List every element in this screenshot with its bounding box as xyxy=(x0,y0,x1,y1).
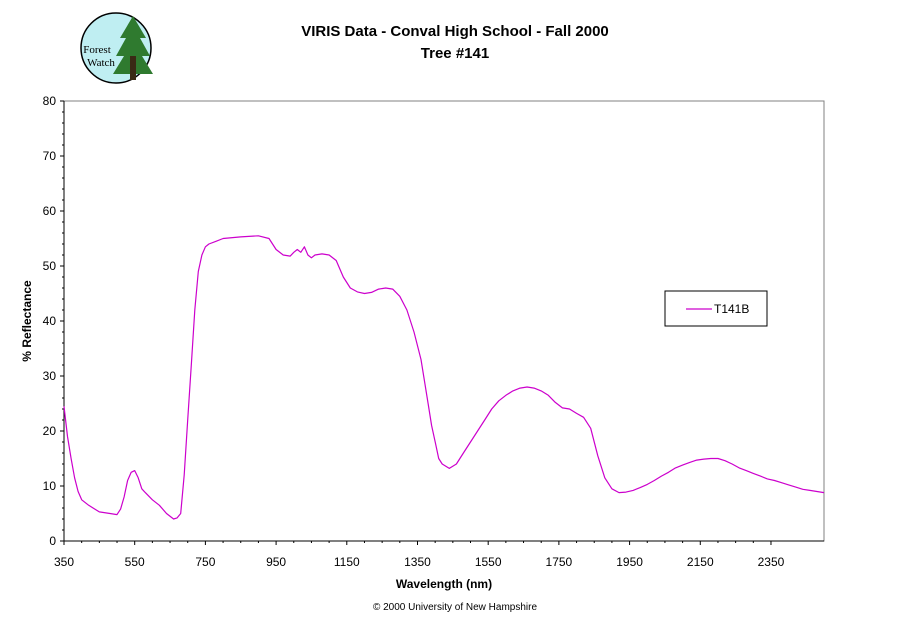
x-axis-ticks: 350 550 750 950 1150 1350 1550 1750 1950 2150 2350 xyxy=(54,541,785,569)
logo-text-watch: Watch xyxy=(87,57,115,69)
legend-label-t141b: T141B xyxy=(714,302,749,316)
x-tick-label: 350 xyxy=(54,555,74,569)
y-tick-label: 30 xyxy=(43,369,57,383)
logo-text-forest: Forest xyxy=(83,44,111,56)
y-tick-label: 80 xyxy=(43,94,57,108)
y-tick-label: 50 xyxy=(43,259,57,273)
legend: T141B xyxy=(664,290,768,327)
y-tick-label: 60 xyxy=(43,204,57,218)
legend-box xyxy=(664,290,768,327)
y-tick-label: 10 xyxy=(43,479,57,493)
x-tick-label: 1350 xyxy=(404,555,431,569)
x-tick-label: 2350 xyxy=(758,555,785,569)
x-tick-label: 950 xyxy=(266,555,286,569)
chart-title: VIRIS Data - Conval High School - Fall 2… xyxy=(301,23,609,40)
x-tick-label: 1750 xyxy=(546,555,573,569)
y-axis-ticks: 0 10 20 30 40 50 60 70 80 xyxy=(43,94,64,548)
series-line-t141b xyxy=(63,235,825,520)
y-tick-label: 70 xyxy=(43,149,57,163)
x-tick-label: 1950 xyxy=(616,555,643,569)
pine-tree-icon xyxy=(113,16,153,80)
y-tick-label: 20 xyxy=(43,424,57,438)
x-tick-label: 1550 xyxy=(475,555,502,569)
y-axis-title: % Reflectance xyxy=(20,280,34,362)
y-tick-label: 0 xyxy=(49,534,56,548)
x-tick-label: 550 xyxy=(125,555,145,569)
chart-subtitle: Tree #141 xyxy=(421,45,489,62)
y-tick-label: 40 xyxy=(43,314,57,328)
series-layer xyxy=(63,235,825,520)
x-axis-title: Wavelength (nm) xyxy=(396,577,492,591)
x-tick-label: 2150 xyxy=(687,555,714,569)
forest-watch-logo: Forest Watch xyxy=(80,12,153,84)
x-tick-label: 1150 xyxy=(334,555,360,569)
copyright-notice: © 2000 University of New Hampshire xyxy=(373,602,538,613)
x-tick-label: 750 xyxy=(195,555,215,569)
